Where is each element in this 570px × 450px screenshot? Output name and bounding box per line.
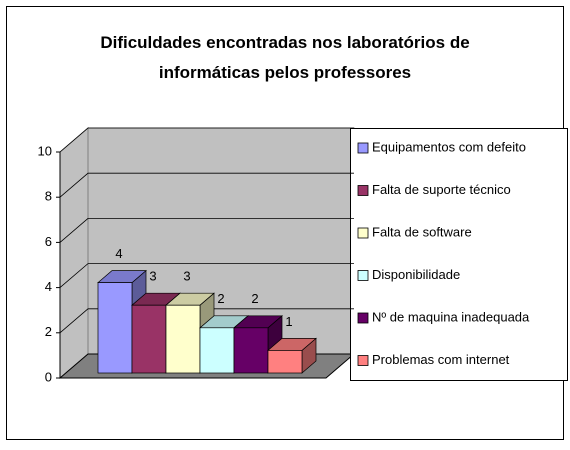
bar	[165, 304, 201, 374]
legend-label: Problemas com internet	[372, 352, 510, 367]
y-tick-label: 6	[45, 234, 52, 249]
bar	[233, 327, 269, 374]
bar	[131, 304, 167, 374]
legend-swatch	[357, 185, 369, 196]
data-label: 2	[251, 291, 258, 306]
y-tick-label: 4	[45, 279, 52, 294]
y-tick-label: 8	[45, 189, 52, 204]
legend-box	[350, 128, 568, 381]
legend-label: Nº de maquina inadequada	[372, 309, 530, 324]
legend-label: Disponibilidade	[372, 267, 460, 282]
legend-label: Falta de software	[372, 224, 472, 239]
side-wall	[59, 126, 89, 380]
grid-line	[59, 217, 354, 243]
legend-swatch	[357, 227, 369, 239]
y-tick-label: 0	[45, 369, 52, 384]
y-tick-label: 10	[38, 143, 52, 158]
data-label: 1	[285, 314, 292, 329]
y-tick-label: 2	[45, 324, 52, 339]
grid-line	[59, 127, 354, 153]
legend-swatch	[357, 142, 369, 154]
legend-swatch	[357, 312, 369, 324]
bar	[97, 282, 133, 374]
grid-line	[59, 172, 354, 198]
legend-label: Equipamentos com defeito	[372, 139, 526, 154]
grid-line	[59, 263, 354, 288]
data-label: 2	[217, 291, 224, 306]
legend-swatch	[357, 270, 369, 281]
chart-title: Dificuldades encontradas nos laboratório…	[100, 33, 470, 82]
data-label: 4	[115, 246, 122, 261]
bar	[199, 327, 235, 374]
data-label: 3	[149, 269, 156, 284]
legend-label: Falta de suporte técnico	[372, 182, 511, 197]
bar	[267, 350, 303, 374]
data-label: 3	[183, 269, 190, 284]
legend-swatch	[357, 355, 369, 366]
grid-line	[59, 308, 354, 334]
